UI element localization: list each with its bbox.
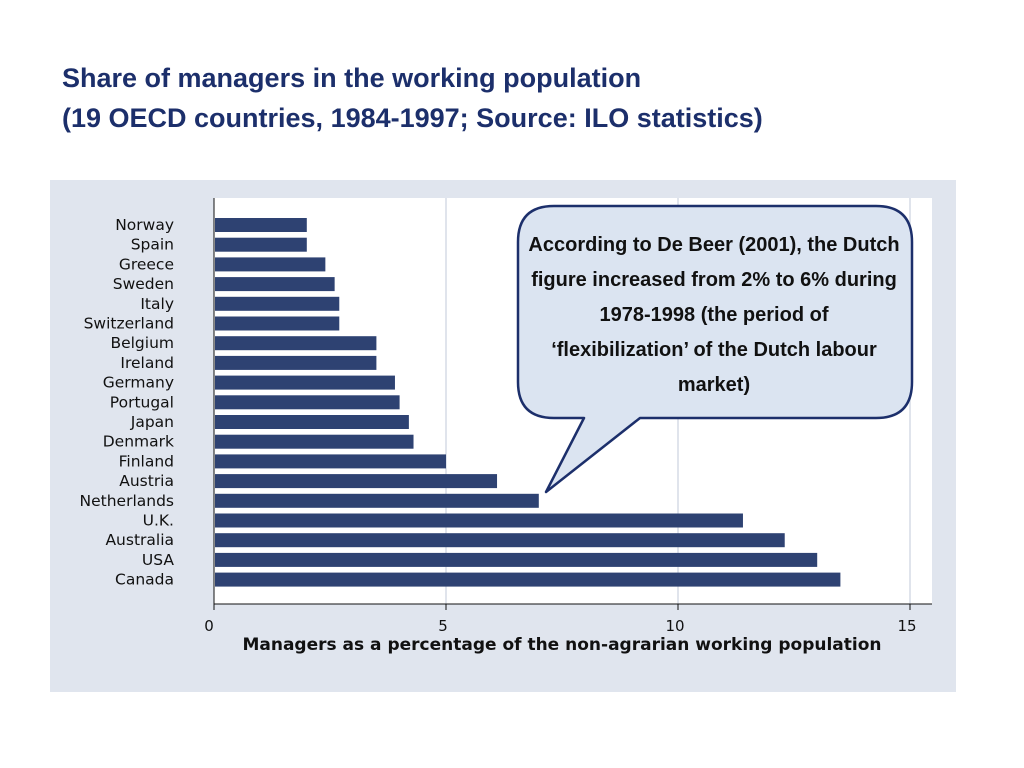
bar (215, 552, 818, 567)
category-label: Greece (119, 255, 174, 273)
category-label: Netherlands (80, 492, 174, 510)
bar (215, 493, 539, 508)
bar (215, 572, 841, 587)
category-label: Norway (115, 216, 174, 234)
bar (215, 395, 400, 410)
x-axis-label: Managers as a percentage of the non-agra… (242, 635, 881, 655)
category-label: U.K. (143, 512, 174, 530)
title-line-1: Share of managers in the working populat… (62, 63, 642, 93)
bars (215, 218, 841, 587)
category-label: Spain (131, 236, 174, 254)
bar (215, 375, 395, 390)
category-label: Belgium (110, 334, 174, 352)
category-label: Japan (130, 413, 174, 431)
bar (215, 237, 307, 252)
category-label: Australia (105, 531, 174, 549)
category-label: Canada (115, 571, 174, 589)
category-label: Denmark (103, 433, 174, 451)
x-tick-label: 0 (204, 617, 214, 635)
x-tick-label: 5 (438, 617, 448, 635)
category-label: Ireland (120, 354, 174, 372)
category-label: Sweden (113, 275, 174, 293)
bar (215, 316, 340, 331)
category-label: USA (142, 551, 174, 569)
bar (215, 218, 307, 232)
x-tick-label: 15 (897, 617, 916, 635)
bar (215, 336, 377, 351)
x-ticks: 0 5 10 15 (204, 604, 917, 635)
title-line-2: (19 OECD countries, 1984-1997; Source: I… (62, 103, 763, 133)
bar (215, 415, 409, 429)
category-label: Finland (119, 452, 174, 470)
bar (215, 257, 326, 272)
bar (215, 355, 377, 370)
axes (213, 198, 932, 605)
category-label: Switzerland (84, 315, 174, 333)
bar (215, 513, 743, 528)
chart-title: Share of managers in the working populat… (62, 58, 763, 138)
bar (215, 533, 785, 548)
annotation-text: According to De Beer (2001), the Dutch f… (528, 234, 900, 396)
category-label: Italy (140, 295, 174, 313)
bar (215, 296, 340, 311)
category-label: Portugal (110, 393, 174, 411)
category-label: Germany (103, 374, 174, 392)
speech-bubble (516, 204, 914, 494)
x-tick-label: 10 (665, 617, 684, 635)
speech-bubble-shape (516, 204, 914, 494)
bar (215, 474, 498, 489)
category-label: Austria (119, 472, 174, 490)
bar (215, 434, 414, 449)
bar (215, 277, 335, 292)
bar (215, 454, 446, 469)
